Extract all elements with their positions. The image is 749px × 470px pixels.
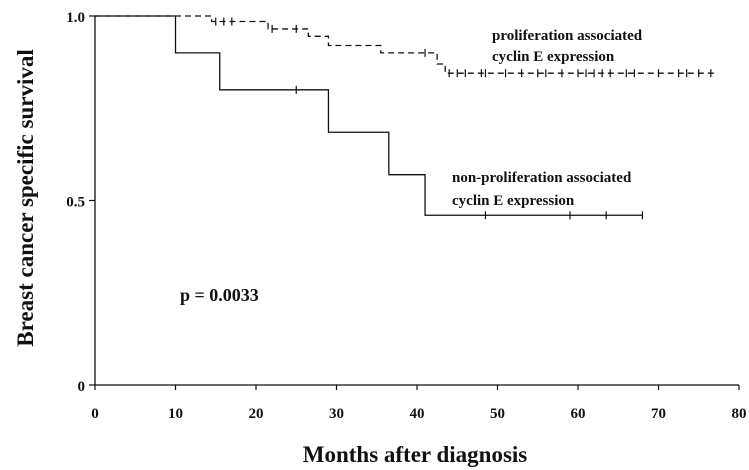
axes (94, 16, 739, 386)
series-2-curve (95, 15, 643, 216)
x-tick-label: 20 (249, 406, 264, 422)
x-tick-label: 80 (732, 406, 747, 422)
x-tick-label: 40 (410, 406, 425, 422)
x-tick-label: 70 (651, 406, 666, 422)
censor-marks (215, 17, 712, 220)
p-value-label: p = 0.0033 (180, 285, 259, 305)
survival-curves (95, 15, 715, 216)
series-2-label-line-2: cyclin E expression (452, 193, 575, 209)
series-1-label-line-2: cyclin E expression (492, 49, 615, 65)
y-tick-label: 0.5 (66, 195, 85, 211)
series-1-label-line-1: proliferation associated (492, 28, 643, 44)
y-axis-title: Breast cancer specific survival (13, 49, 38, 346)
x-tick-label: 30 (329, 406, 344, 422)
series-1-curve (95, 15, 715, 74)
series-2-label-line-1: non-proliferation associated (452, 170, 632, 186)
x-tick-label: 10 (168, 406, 183, 422)
x-tick-label: 60 (571, 406, 586, 422)
x-tick-label: 0 (91, 406, 99, 422)
y-tick-label: 0 (78, 379, 86, 395)
x-tick-label: 50 (490, 406, 505, 422)
x-ticks: 0 10 20 30 40 50 60 70 80 (91, 385, 747, 422)
y-ticks: 0 0.5 1.0 (66, 10, 95, 395)
x-axis-title: Months after diagnosis (303, 442, 528, 467)
y-tick-label: 1.0 (66, 10, 85, 26)
